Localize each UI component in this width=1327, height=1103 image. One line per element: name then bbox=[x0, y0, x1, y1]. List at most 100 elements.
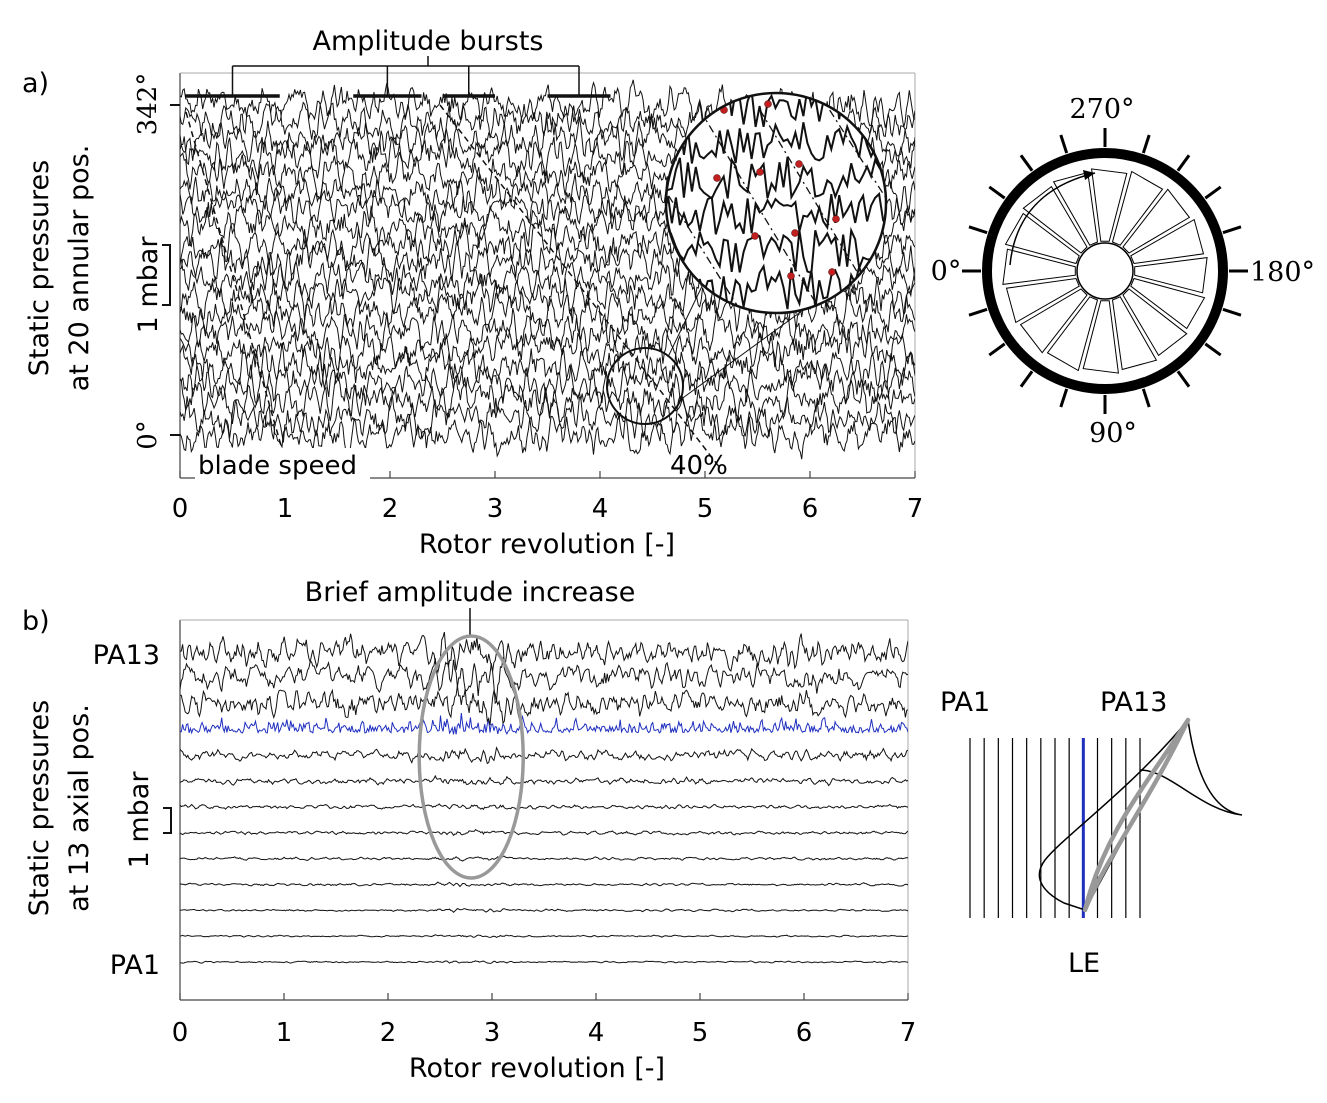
x-tick-label: 6 bbox=[802, 494, 819, 524]
annular-diagram: 270° 0° 180° 90° bbox=[931, 94, 1315, 449]
panel-b-axes bbox=[179, 619, 909, 1001]
forty-percent-label: 40% bbox=[670, 451, 728, 481]
x-tick-label: 2 bbox=[380, 1018, 397, 1048]
sensor-tick bbox=[1222, 307, 1242, 317]
rotor-blade bbox=[1134, 257, 1208, 294]
x-tick-label: 5 bbox=[692, 1018, 709, 1048]
zoom-marker-dot bbox=[795, 160, 803, 168]
panel-a-ytick-0: 0° bbox=[133, 420, 163, 450]
rotor-blade bbox=[1002, 248, 1076, 285]
axial-trace bbox=[180, 746, 908, 765]
sensor-tick bbox=[968, 307, 988, 317]
angle-label-270: 270° bbox=[1069, 94, 1134, 125]
x-tick-label: 4 bbox=[588, 1018, 605, 1048]
panel-b-label: b) bbox=[22, 606, 50, 637]
panel-a-ylabel-line1: Static pressures bbox=[24, 160, 55, 376]
sensor-tick bbox=[1204, 342, 1222, 357]
rotor-blade bbox=[1005, 277, 1080, 324]
axial-trace bbox=[180, 631, 908, 674]
x-tick-label: 1 bbox=[277, 494, 294, 524]
blade-speed-line bbox=[185, 111, 289, 471]
panel-a-scale-bar-label: 1 mbar bbox=[133, 236, 164, 334]
sensor-tick bbox=[988, 342, 1006, 357]
zoom-marker-dot bbox=[751, 232, 759, 240]
sensor-tick bbox=[988, 185, 1006, 200]
axial-trace bbox=[180, 881, 908, 888]
sensor-tick bbox=[1204, 185, 1222, 200]
rotor-blade bbox=[1130, 218, 1205, 265]
panel-a-ylabel-line2: at 20 annular pos. bbox=[64, 145, 95, 392]
panel-b-ylabel-line1: Static pressures bbox=[24, 700, 55, 916]
x-tick-label: 3 bbox=[484, 1018, 501, 1048]
panel-a-xticks: 0 1 2 3 4 5 6 7 bbox=[172, 471, 924, 524]
blade-profile-outline bbox=[1038, 719, 1189, 911]
zoom-connector-1 bbox=[667, 279, 706, 358]
zoom-marker-dot bbox=[791, 229, 799, 237]
axial-trace bbox=[180, 774, 908, 787]
panel-b-ylabel-line2: at 13 axial pos. bbox=[64, 704, 95, 912]
zoom-dashed-line bbox=[759, 109, 881, 311]
amplitude-bursts-title: Amplitude bursts bbox=[312, 26, 543, 57]
x-tick-label: 7 bbox=[907, 494, 924, 524]
panel-a-xlabel: Rotor revolution [-] bbox=[419, 529, 675, 560]
rotor-blade bbox=[1091, 168, 1128, 242]
rotation-arrow bbox=[1009, 172, 1096, 266]
panel-b: b) Static pressures at 13 axial pos. PA1… bbox=[22, 577, 916, 1084]
panel-a-scale-bar: 1 mbar bbox=[133, 236, 171, 334]
trace-label-pa13: PA13 bbox=[93, 640, 160, 671]
zoom-circle bbox=[664, 91, 888, 315]
panel-a-label: a) bbox=[22, 68, 49, 99]
axial-trace bbox=[180, 934, 908, 938]
axial-trace bbox=[180, 908, 908, 914]
axial-label-le: LE bbox=[1068, 948, 1100, 979]
sensor-tick bbox=[1141, 388, 1151, 408]
brief-increase-label: Brief amplitude increase bbox=[305, 577, 636, 608]
axial-trace bbox=[180, 960, 908, 964]
blade-speed-label-bg bbox=[195, 448, 370, 482]
zoom-marker-dot bbox=[713, 174, 721, 182]
rotor-blade bbox=[1082, 300, 1119, 374]
panel-b-scale-bar-label: 1 mbar bbox=[124, 771, 155, 869]
forty-percent-line bbox=[439, 104, 721, 469]
sensor-tick bbox=[1059, 134, 1069, 154]
blade-tip-outline bbox=[1139, 719, 1243, 816]
sensor-tick bbox=[1019, 154, 1034, 172]
axial-label-pa1: PA1 bbox=[940, 687, 990, 718]
rotor-blade bbox=[1122, 188, 1191, 254]
axial-trace-highlight bbox=[180, 713, 908, 736]
annular-trace bbox=[180, 413, 915, 460]
rotor-blade bbox=[1052, 171, 1099, 246]
rotor-blade bbox=[1046, 296, 1099, 372]
x-tick-label: 7 bbox=[900, 1018, 917, 1048]
angle-label-90: 90° bbox=[1089, 418, 1137, 449]
zoom-trace bbox=[666, 155, 886, 201]
x-tick-label: 4 bbox=[592, 494, 609, 524]
panel-a: a) Static pressures at 20 annular pos. 3… bbox=[22, 26, 923, 560]
annular-trace bbox=[180, 342, 915, 391]
axial-diagram: PA1 PA13 LE bbox=[940, 687, 1243, 979]
panel-a-ytick-342: 342° bbox=[133, 73, 163, 136]
zoom-dashed-line bbox=[819, 94, 886, 221]
sensor-tick bbox=[1059, 388, 1069, 408]
rotor-blade bbox=[1022, 185, 1088, 254]
blade-highlight bbox=[1082, 717, 1191, 913]
axial-trace bbox=[180, 803, 908, 811]
zoom-trace bbox=[666, 120, 886, 164]
annular-trace bbox=[180, 361, 915, 406]
speed-lines bbox=[185, 104, 721, 471]
axial-label-pa13: PA13 bbox=[1100, 687, 1167, 718]
rotor-blade bbox=[1019, 288, 1088, 354]
zoom-source-circle bbox=[606, 347, 684, 425]
hub-circle bbox=[1076, 242, 1134, 300]
zoom-callout bbox=[606, 91, 888, 425]
panel-b-traces bbox=[180, 631, 908, 964]
x-tick-label: 0 bbox=[172, 494, 189, 524]
axial-trace bbox=[180, 828, 908, 837]
rotor-blade bbox=[1111, 296, 1158, 371]
trace-label-pa1: PA1 bbox=[110, 950, 160, 981]
x-tick-label: 0 bbox=[172, 1018, 189, 1048]
axial-trace bbox=[180, 855, 908, 862]
zoom-trace bbox=[666, 191, 886, 235]
sensor-tick bbox=[1141, 134, 1151, 154]
